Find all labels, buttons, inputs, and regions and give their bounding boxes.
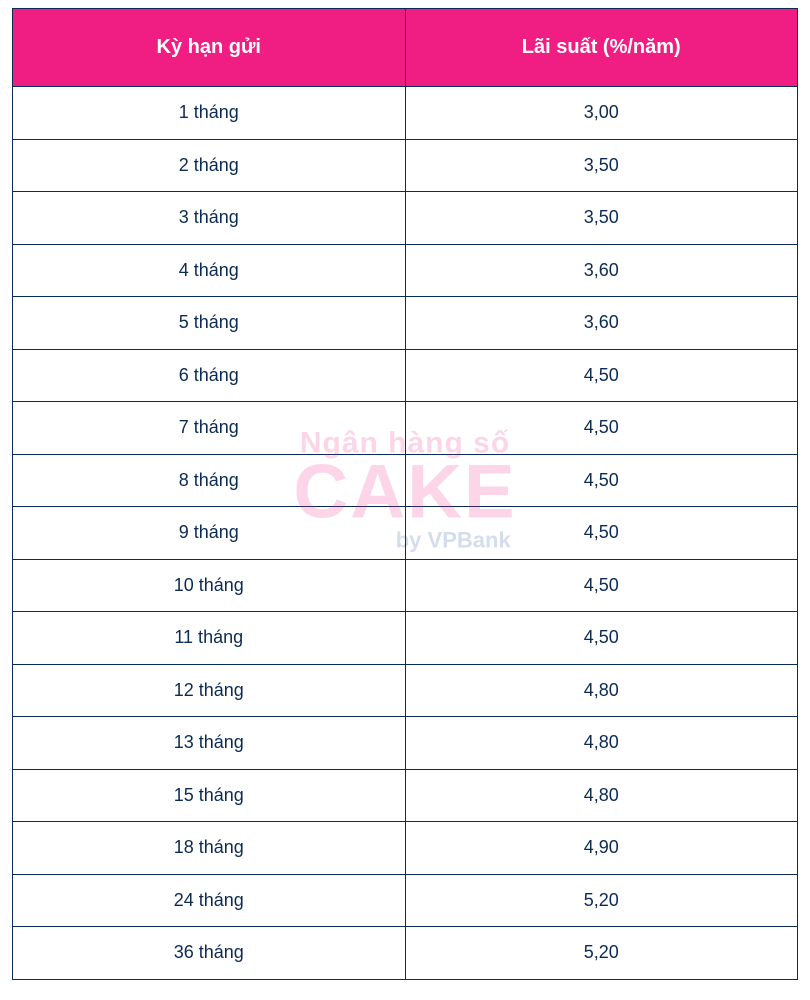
cell-rate: 3,00 [405, 87, 798, 140]
cell-term: 9 tháng [13, 507, 406, 560]
col-header-rate: Lãi suất (%/năm) [405, 9, 798, 87]
table-body: 1 tháng3,00 2 tháng3,50 3 tháng3,50 4 th… [13, 87, 798, 980]
cell-rate: 5,20 [405, 927, 798, 980]
cell-term: 36 tháng [13, 927, 406, 980]
col-header-term: Kỳ hạn gửi [13, 9, 406, 87]
cell-rate: 4,80 [405, 769, 798, 822]
cell-rate: 4,50 [405, 402, 798, 455]
cell-rate: 4,50 [405, 349, 798, 402]
cell-term: 6 tháng [13, 349, 406, 402]
cell-term: 2 tháng [13, 139, 406, 192]
table-row: 9 tháng4,50 [13, 507, 798, 560]
interest-rate-table: Kỳ hạn gửi Lãi suất (%/năm) 1 tháng3,00 … [12, 8, 798, 980]
table-row: 15 tháng4,80 [13, 769, 798, 822]
table-row: 11 tháng4,50 [13, 612, 798, 665]
cell-rate: 4,80 [405, 717, 798, 770]
table-row: 18 tháng4,90 [13, 822, 798, 875]
cell-term: 15 tháng [13, 769, 406, 822]
cell-term: 1 tháng [13, 87, 406, 140]
table-row: 13 tháng4,80 [13, 717, 798, 770]
cell-rate: 3,60 [405, 244, 798, 297]
cell-rate: 5,20 [405, 874, 798, 927]
table-row: 1 tháng3,00 [13, 87, 798, 140]
cell-term: 24 tháng [13, 874, 406, 927]
cell-rate: 3,60 [405, 297, 798, 350]
table-row: 2 tháng3,50 [13, 139, 798, 192]
table-row: 36 tháng5,20 [13, 927, 798, 980]
cell-term: 13 tháng [13, 717, 406, 770]
cell-rate: 4,90 [405, 822, 798, 875]
table-row: 3 tháng3,50 [13, 192, 798, 245]
table-header-row: Kỳ hạn gửi Lãi suất (%/năm) [13, 9, 798, 87]
cell-rate: 3,50 [405, 192, 798, 245]
page: Kỳ hạn gửi Lãi suất (%/năm) 1 tháng3,00 … [0, 0, 810, 1000]
cell-term: 11 tháng [13, 612, 406, 665]
cell-rate: 4,50 [405, 559, 798, 612]
cell-rate: 4,50 [405, 612, 798, 665]
cell-term: 5 tháng [13, 297, 406, 350]
table-row: 7 tháng4,50 [13, 402, 798, 455]
cell-term: 8 tháng [13, 454, 406, 507]
cell-term: 3 tháng [13, 192, 406, 245]
cell-term: 7 tháng [13, 402, 406, 455]
table-row: 24 tháng5,20 [13, 874, 798, 927]
cell-rate: 4,50 [405, 507, 798, 560]
cell-rate: 4,80 [405, 664, 798, 717]
table-row: 6 tháng4,50 [13, 349, 798, 402]
table-row: 5 tháng3,60 [13, 297, 798, 350]
table-row: 12 tháng4,80 [13, 664, 798, 717]
cell-rate: 3,50 [405, 139, 798, 192]
table-row: 10 tháng4,50 [13, 559, 798, 612]
cell-term: 10 tháng [13, 559, 406, 612]
cell-rate: 4,50 [405, 454, 798, 507]
cell-term: 4 tháng [13, 244, 406, 297]
cell-term: 12 tháng [13, 664, 406, 717]
table-row: 8 tháng4,50 [13, 454, 798, 507]
cell-term: 18 tháng [13, 822, 406, 875]
table-row: 4 tháng3,60 [13, 244, 798, 297]
